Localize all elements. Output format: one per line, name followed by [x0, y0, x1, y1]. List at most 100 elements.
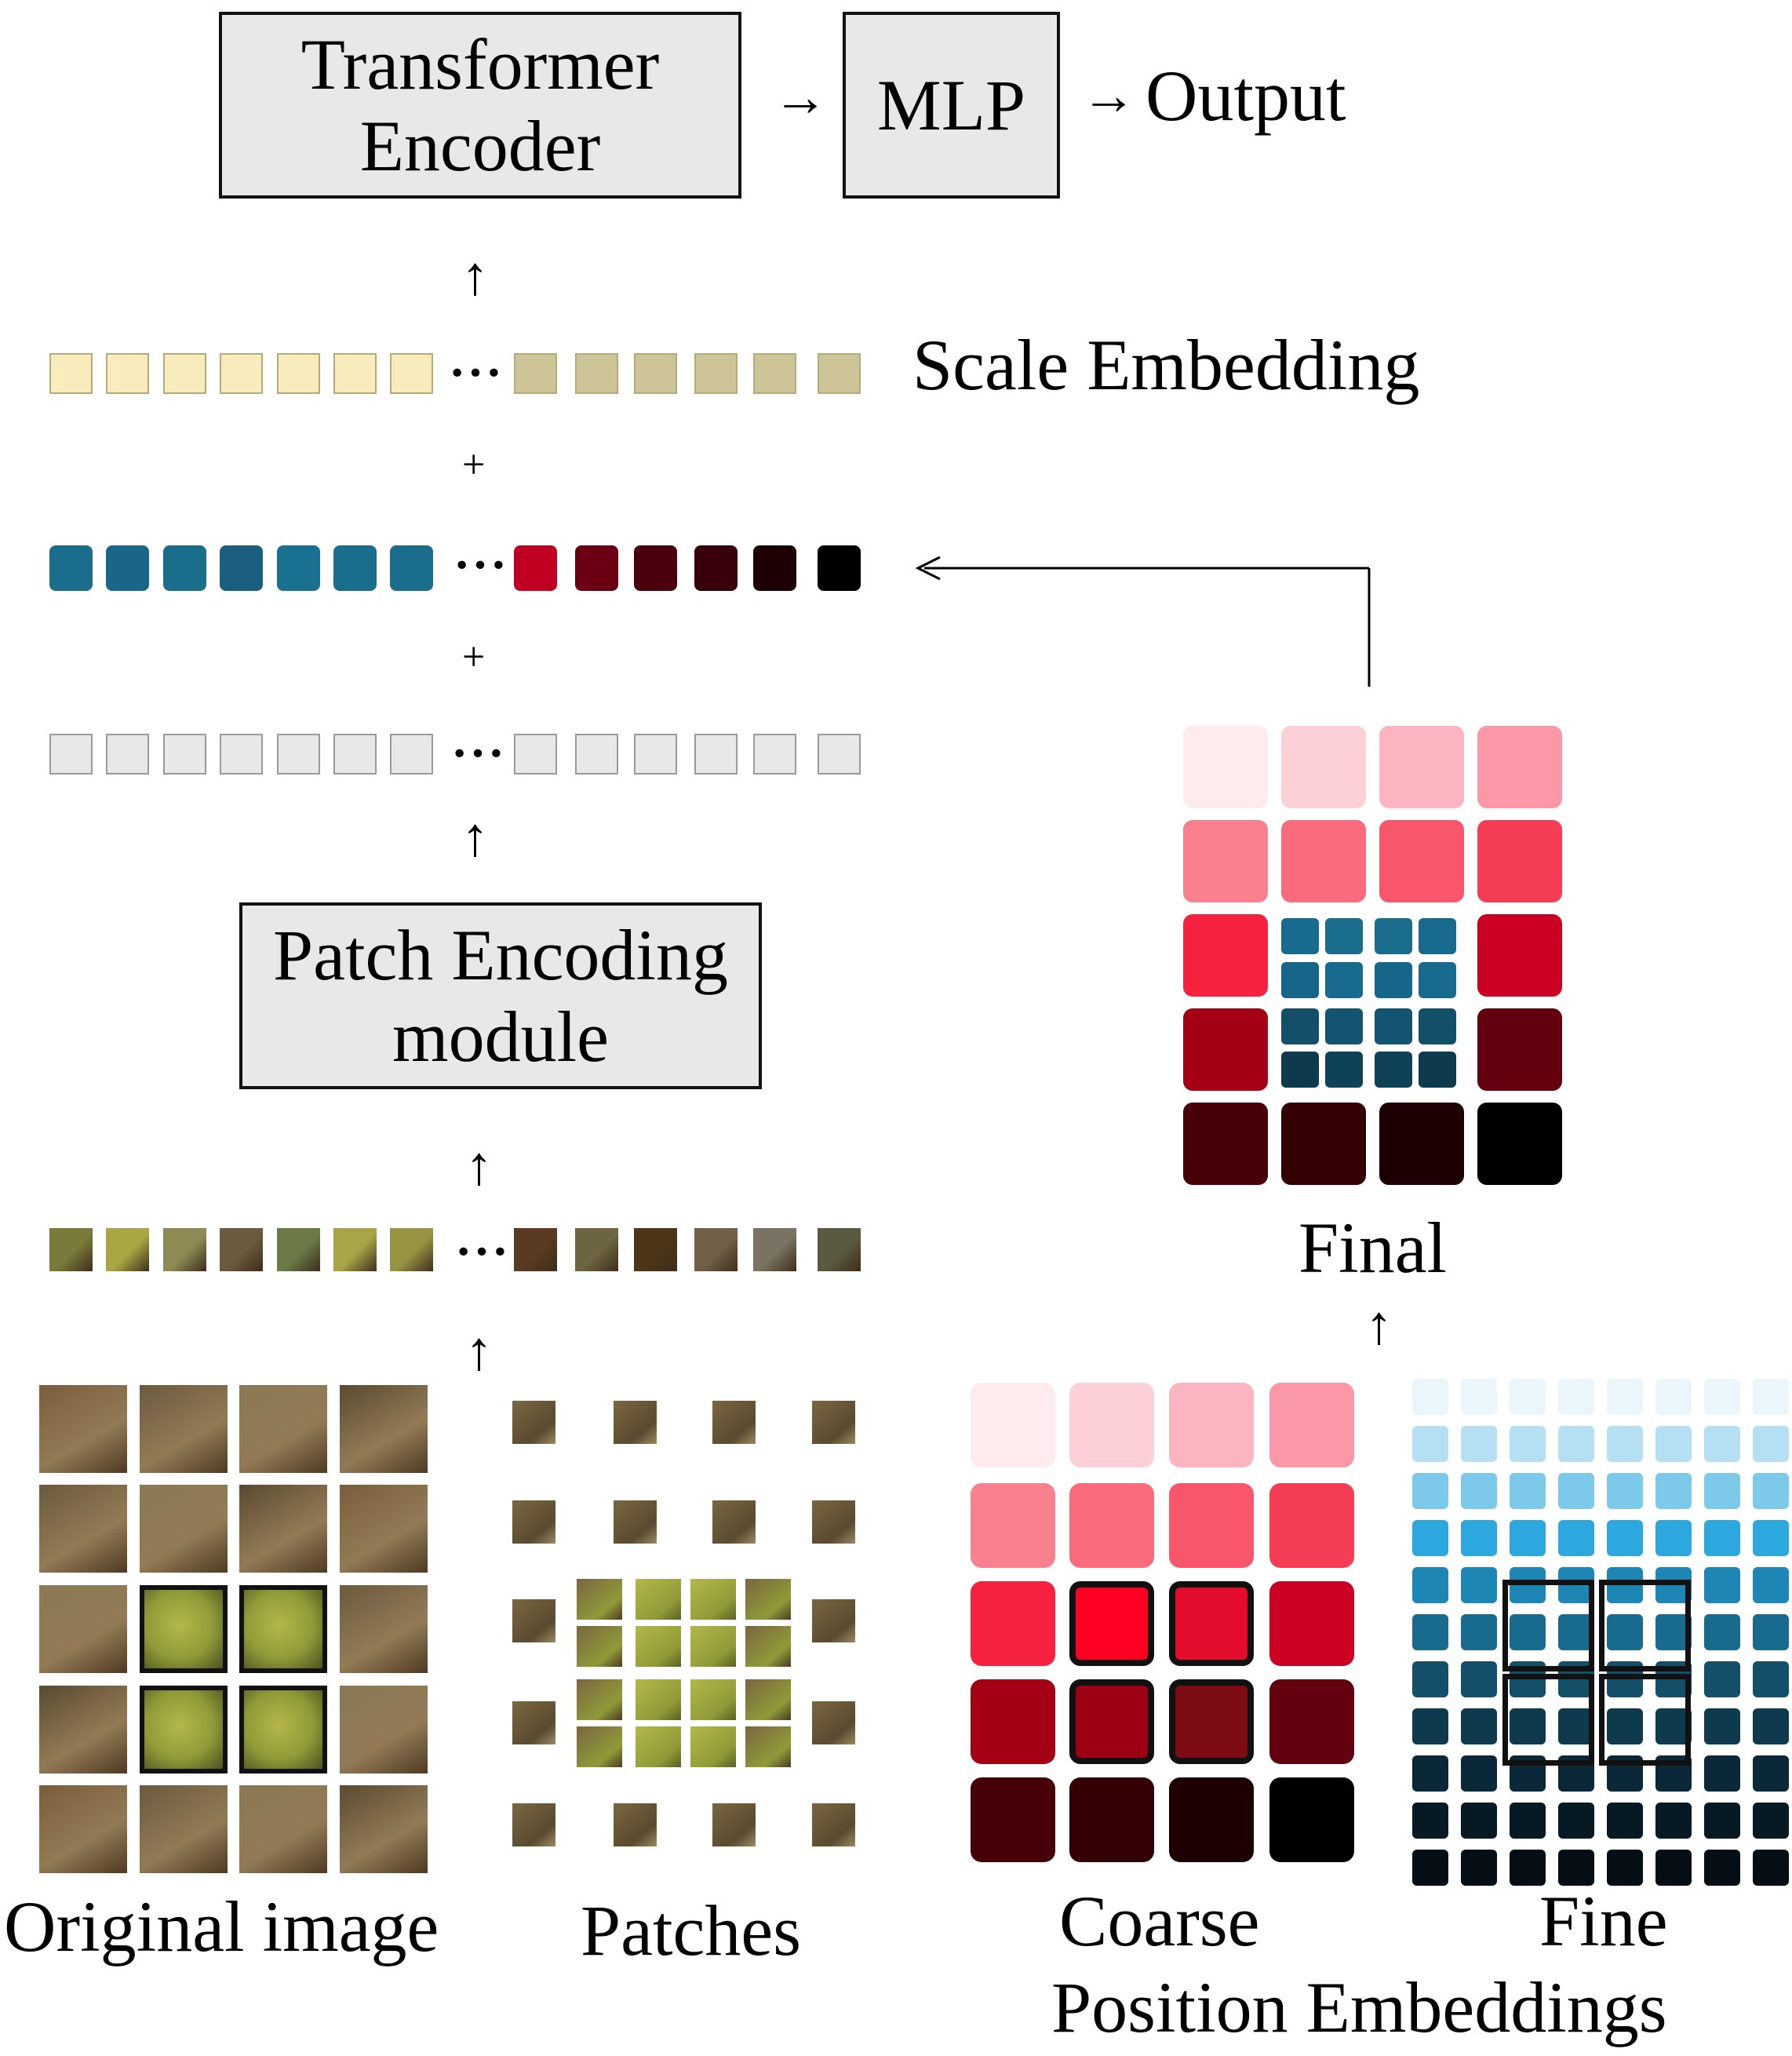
empty-token-8: [514, 734, 557, 775]
final-coarse-cell: [1281, 726, 1366, 808]
fine-cell: [1461, 1426, 1497, 1462]
fine-cell: [1753, 1708, 1789, 1744]
final-fine-cell: [1281, 962, 1319, 998]
sparse-patch: [812, 1500, 855, 1544]
fine-cell: [1655, 1520, 1692, 1556]
fine-cell: [1558, 1473, 1594, 1509]
sparse-patch: [712, 1500, 756, 1544]
empty-token-11: [694, 734, 738, 775]
image-patch-13: [818, 1228, 861, 1271]
fine-cell: [1558, 1520, 1594, 1556]
final-fine-cell: [1419, 962, 1456, 998]
fine-cell: [1412, 1473, 1448, 1509]
image-patch-6: [333, 1228, 377, 1271]
coarse-cell: [1169, 1383, 1254, 1467]
fine-cell: [1461, 1661, 1497, 1697]
coarse-cell: [971, 1777, 1055, 1862]
coarse-cell: [971, 1383, 1055, 1467]
fine-cell: [1412, 1379, 1448, 1415]
final-fine-cell: [1281, 918, 1319, 954]
bird-patch: [239, 1585, 327, 1673]
fine-cell: [1558, 1803, 1594, 1839]
fine-cell: [1655, 1473, 1692, 1509]
final-coarse-cell: [1477, 914, 1562, 997]
transformer-encoder-line2: Encoder: [359, 106, 601, 186]
bird-patch: [140, 1686, 228, 1773]
fine-cell: [1558, 1708, 1594, 1744]
final-fine-cell: [1281, 1052, 1319, 1088]
final-fine-cell: [1375, 1008, 1412, 1044]
empty-token-1: [49, 734, 93, 775]
embedding-token-3: [163, 545, 206, 591]
fine-cell: [1753, 1614, 1789, 1650]
fine-cell: [1753, 1850, 1789, 1886]
final-coarse-cell: [1281, 820, 1366, 902]
transformer-encoder-line1: Transformer: [300, 24, 660, 104]
sparse-patch: [812, 1701, 855, 1744]
patch-encoding-box: Patch Encoding module: [239, 902, 762, 1089]
background-patch: [140, 1785, 228, 1873]
image-patch-5: [277, 1228, 320, 1271]
fine-cell: [1412, 1850, 1448, 1886]
fine-group-highlight: [1599, 1674, 1691, 1766]
scale-token-5: [277, 353, 320, 394]
dense-patch: [577, 1579, 622, 1620]
image-patch-9: [575, 1228, 618, 1271]
sparse-patch: [512, 1500, 555, 1544]
image-patch-1: [49, 1228, 93, 1271]
coarse-cell: [1269, 1581, 1354, 1666]
image-patch-10: [634, 1228, 677, 1271]
fine-cell: [1510, 1379, 1546, 1415]
dense-patch: [690, 1579, 736, 1620]
fine-cell: [1510, 1708, 1546, 1744]
fine-cell: [1607, 1426, 1643, 1462]
fine-cell: [1753, 1426, 1789, 1462]
final-to-embedding-connector: [915, 556, 1371, 687]
final-fine-cell: [1419, 918, 1456, 954]
fine-cell: [1704, 1567, 1740, 1603]
final-fine-cell: [1375, 918, 1412, 954]
fine-cell: [1753, 1473, 1789, 1509]
fine-group-highlight: [1599, 1580, 1691, 1671]
fine-cell: [1510, 1520, 1546, 1556]
fine-cell: [1607, 1520, 1643, 1556]
fine-cell: [1704, 1473, 1740, 1509]
dense-patch: [636, 1626, 681, 1667]
fine-cell: [1753, 1661, 1789, 1697]
mlp-box: MLP: [843, 12, 1060, 199]
dense-patch: [636, 1726, 681, 1767]
fine-cell: [1461, 1379, 1497, 1415]
sparse-patch: [512, 1401, 555, 1444]
coarse-cell: [1069, 1777, 1154, 1862]
empty-token-2: [106, 734, 149, 775]
sparse-patch: [614, 1401, 657, 1444]
background-patch: [39, 1785, 127, 1873]
dense-patch: [577, 1726, 622, 1767]
background-patch: [340, 1785, 428, 1873]
empty-token-5: [277, 734, 320, 775]
empty-token-10: [634, 734, 677, 775]
final-fine-cell: [1419, 1052, 1456, 1088]
dense-patch: [690, 1626, 736, 1667]
fine-cell: [1461, 1755, 1497, 1792]
scale-token-4: [220, 353, 263, 394]
final-coarse-cell: [1477, 820, 1562, 902]
coarse-cell-highlighted: [1069, 1679, 1154, 1764]
fine-cell: [1510, 1803, 1546, 1839]
fine-label: Fine: [1539, 1881, 1668, 1961]
coarse-cell: [1269, 1483, 1354, 1568]
scale-token-13: [818, 353, 861, 394]
fine-cell: [1704, 1708, 1740, 1744]
final-coarse-cell: [1281, 1103, 1366, 1185]
fine-cell: [1412, 1755, 1448, 1792]
embedding-token-7: [390, 545, 433, 591]
dense-patch: [745, 1579, 791, 1620]
patches-label: Patches: [581, 1890, 802, 1970]
image-patch-4: [220, 1228, 263, 1271]
embedding-token-6: [333, 545, 377, 591]
fine-cell: [1461, 1850, 1497, 1886]
image-patch-2: [106, 1228, 149, 1271]
patch-encoding-line2: module: [392, 997, 609, 1077]
arrow-up-to-patch-encoding: ↑: [465, 1136, 493, 1197]
